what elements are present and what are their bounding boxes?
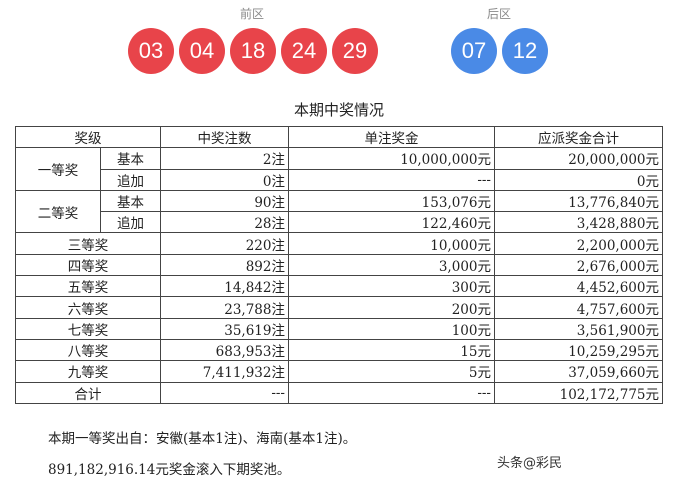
prize-table: 奖级 中奖注数 单注奖金 应派奖金合计 一等奖 基本 2注 10,000,000… (15, 125, 663, 404)
sum-label: 合计 (15, 381, 161, 404)
row-level: 九等奖 (15, 360, 161, 383)
row-level: 三等奖 (15, 232, 161, 255)
table-header-row: 奖级 中奖注数 单注奖金 应派奖金合计 (15, 125, 663, 149)
header-total: 应派奖金合计 (494, 125, 663, 149)
table-row: 追加 0注 --- 0元 (16, 168, 663, 191)
table-title: 本期中奖情况 (293, 101, 384, 119)
row-count: 23,788注 (160, 296, 289, 319)
row-unit: 100元 (288, 317, 495, 340)
row-unit: 200元 (288, 296, 495, 319)
watermark: 头条@彩民 (497, 456, 563, 471)
tier2-extra-total: 3,428,880元 (494, 211, 663, 234)
row-total: 2,676,000元 (494, 253, 663, 277)
header-level: 奖级 (15, 125, 161, 149)
front-ball: 24 (281, 28, 327, 74)
table-row: 九等奖 7,411,932注 5元 37,059,660元 (15, 360, 663, 383)
tier1-label: 一等奖 (15, 147, 101, 191)
row-count: 683,953注 (160, 338, 289, 362)
row-level: 四等奖 (15, 253, 161, 277)
tier2-extra-unit: 122,460元 (288, 211, 495, 234)
table-row: 八等奖 683,953注 15元 10,259,295元 (15, 338, 663, 362)
table-row: 四等奖 892注 3,000元 2,676,000元 (15, 253, 663, 277)
row-unit: 15元 (288, 338, 495, 362)
front-ball: 29 (332, 28, 378, 74)
header-unit-prize: 单注奖金 (288, 125, 495, 149)
tier1-extra-total: 0元 (494, 168, 663, 191)
table-row: 追加 28注 122,460元 3,428,880元 (16, 211, 663, 234)
tier2-basic-unit: 153,076元 (288, 189, 495, 213)
row-level: 八等奖 (15, 338, 161, 362)
row-unit: 300元 (288, 275, 495, 298)
header-count: 中奖注数 (160, 125, 289, 149)
row-level: 七等奖 (15, 317, 161, 340)
tier2-basic-count: 90注 (160, 189, 289, 213)
sum-unit: --- (288, 381, 495, 404)
first-prize-origin-note: 本期一等奖出自：安徽(基本1注)、海南(基本1注)。 (48, 431, 357, 447)
tier1-basic-total: 20,000,000元 (494, 147, 663, 170)
back-zone-label: 后区 (487, 7, 512, 21)
row-level: 六等奖 (15, 296, 161, 319)
row-count: 14,842注 (160, 275, 289, 298)
front-ball: 04 (179, 28, 225, 74)
row-unit: 3,000元 (288, 253, 495, 277)
back-ball: 07 (451, 28, 497, 74)
table-row: 二等奖 基本 90注 153,076元 13,776,840元 (15, 189, 663, 234)
tier1-extra-count: 0注 (160, 168, 289, 191)
jackpot-rollover-note: 891,182,916.14元奖金滚入下期奖池。 (48, 462, 291, 478)
row-count: 7,411,932注 (160, 360, 289, 383)
tier1-extra-unit: --- (288, 168, 495, 191)
row-unit: 10,000元 (288, 232, 495, 255)
table-row: 三等奖 220注 10,000元 2,200,000元 (15, 232, 663, 255)
front-zone-label: 前区 (240, 7, 265, 21)
tier1-basic-unit: 10,000,000元 (288, 147, 495, 170)
table-row: 六等奖 23,788注 200元 4,757,600元 (15, 296, 663, 319)
front-ball: 18 (230, 28, 276, 74)
row-unit: 5元 (288, 360, 495, 383)
table-row-total: 合计 --- --- 102,172,775元 (15, 381, 663, 404)
tier2-extra-sub: 追加 (100, 211, 161, 234)
tier1-basic-count: 2注 (160, 147, 289, 170)
row-total: 4,757,600元 (494, 296, 663, 319)
sum-count: --- (160, 381, 289, 404)
table-row: 五等奖 14,842注 300元 4,452,600元 (15, 275, 663, 298)
tier2-extra-count: 28注 (160, 211, 289, 234)
row-total: 37,059,660元 (494, 360, 663, 383)
tier1-extra-sub: 追加 (100, 168, 161, 191)
sum-total: 102,172,775元 (494, 381, 663, 404)
back-ball: 12 (502, 28, 548, 74)
row-total: 3,561,900元 (494, 317, 663, 340)
row-level: 五等奖 (15, 275, 161, 298)
row-count: 220注 (160, 232, 289, 255)
tier2-label: 二等奖 (15, 189, 101, 234)
row-total: 10,259,295元 (494, 338, 663, 362)
row-total: 4,452,600元 (494, 275, 663, 298)
table-row: 七等奖 35,619注 100元 3,561,900元 (15, 317, 663, 340)
tier1-basic-sub: 基本 (100, 147, 161, 170)
row-total: 2,200,000元 (494, 232, 663, 255)
front-ball: 03 (128, 28, 174, 74)
tier2-basic-total: 13,776,840元 (494, 189, 663, 213)
tier2-basic-sub: 基本 (100, 189, 161, 213)
row-count: 892注 (160, 253, 289, 277)
row-count: 35,619注 (160, 317, 289, 340)
table-row: 一等奖 基本 2注 10,000,000元 20,000,000元 (15, 147, 663, 191)
